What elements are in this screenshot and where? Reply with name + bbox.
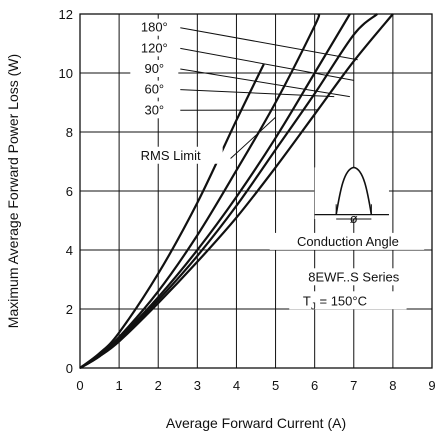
series-label-bg [130,60,179,77]
series-label: 180° [141,20,168,35]
x-tick-label: 9 [428,378,435,393]
tj-label-bg [289,291,407,310]
phi-label: ø [350,211,358,226]
y-tick-label: 4 [66,243,73,258]
x-tick-label: 0 [76,378,83,393]
series-line [79,13,321,369]
series-line [79,13,351,369]
series-line [79,63,265,369]
series-leader-line [180,47,354,81]
series-label: 120° [141,40,168,55]
y-tick-label: 0 [66,361,73,376]
y-axis-label: Maximum Average Forward Power Loss (W) [5,54,21,328]
x-tick-label: 3 [194,378,201,393]
x-tick-label: 5 [272,378,279,393]
tj-label: TJ = 150°C [303,293,367,312]
x-tick-label: 7 [350,378,357,393]
y-tick-label: 12 [59,7,73,22]
series-label: 60° [144,82,164,97]
series-label-bg [130,101,179,119]
rms-limit-leader [230,116,276,159]
y-tick-label: 6 [66,184,73,199]
x-tick-label: 6 [311,378,318,393]
y-tick-label: 8 [66,125,73,140]
series-name-bg [289,268,417,286]
series-label-bg [130,18,179,36]
series-layer [79,13,394,369]
x-tick-label: 1 [115,378,122,393]
series-label: 90° [144,61,164,76]
x-tick-label: 2 [155,378,162,393]
plot-frame [79,13,433,369]
series-label: 30° [144,102,164,117]
annotation-layer: 180° 120° 90° 60° 30° RMS Limit ø Conduction An… [130,18,425,312]
conduction-inset-bg [314,167,389,220]
x-tick-label: 8 [389,378,396,393]
series-label-bg [130,39,179,57]
y-tick-label: 10 [59,66,73,81]
series-leader-line [180,68,350,98]
conduction-label-bg [269,232,425,250]
inset-waveform [335,166,373,215]
y-tick-label: 2 [66,302,73,317]
series-leader-line [180,27,358,61]
series-leader-line [180,89,335,98]
rms-limit-label: RMS Limit [141,148,201,163]
series-name-label: 8EWF..S Series [308,269,400,284]
rms-limit-bg [138,146,223,164]
x-tick-label: 4 [233,378,240,393]
x-axis-label: Average Forward Current (A) [166,415,346,431]
conduction-angle-label: Conduction Angle [297,234,399,249]
series-label-bg [130,80,179,98]
